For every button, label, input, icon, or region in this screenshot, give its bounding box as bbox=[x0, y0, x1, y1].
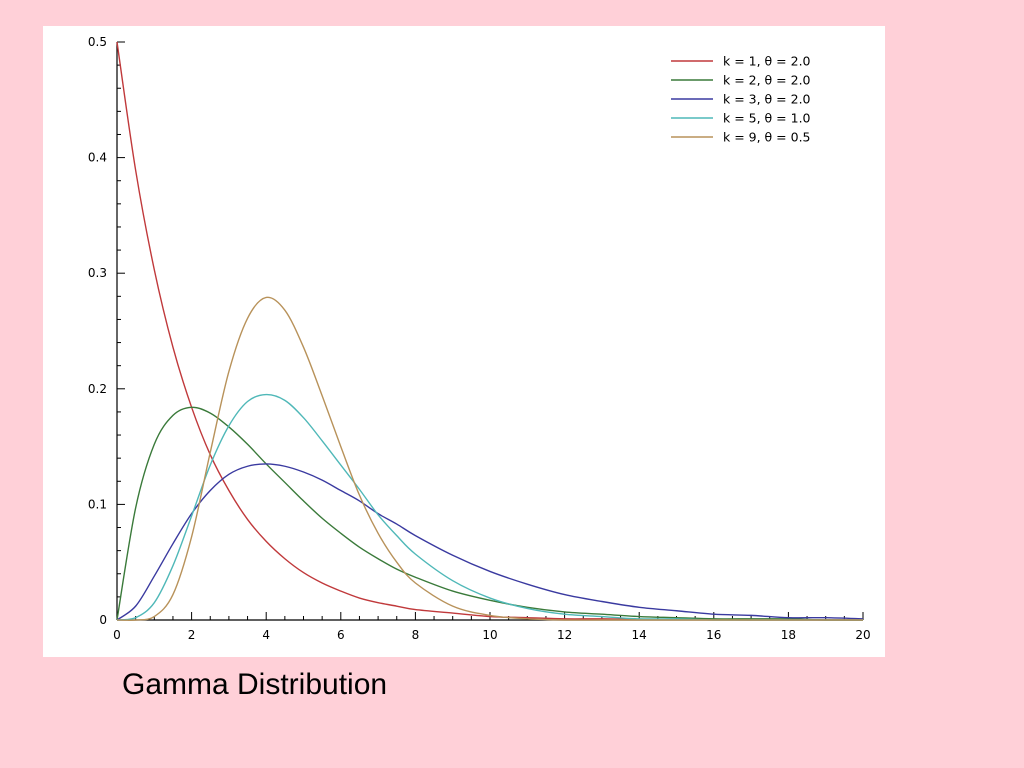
legend-label: k = 1, θ = 2.0 bbox=[723, 54, 811, 69]
x-tick-label: 6 bbox=[337, 628, 345, 642]
y-tick-label: 0.3 bbox=[88, 266, 107, 280]
x-tick-label: 8 bbox=[412, 628, 420, 642]
legend-label: k = 2, θ = 2.0 bbox=[723, 73, 811, 88]
slide-caption: Gamma Distribution bbox=[122, 668, 388, 701]
legend-label: k = 3, θ = 2.0 bbox=[723, 92, 811, 107]
x-tick-label: 0 bbox=[113, 628, 121, 642]
y-tick-label: 0.4 bbox=[88, 151, 107, 165]
chart-panel: 0 2 4 6 8 10 12 14 16 18 20 0 0.1 0.2 0.3 0.4 0.5 k = 1,… bbox=[43, 26, 885, 657]
x-tick-label: 12 bbox=[557, 628, 572, 642]
series-layer bbox=[116, 41, 864, 621]
y-tick-label: 0.5 bbox=[88, 35, 107, 49]
x-tick-label: 16 bbox=[706, 628, 721, 642]
chart-axes: 0 2 4 6 8 10 12 14 16 18 20 0 0.1 0.2 0.3 0.4 0.5 bbox=[88, 35, 871, 642]
y-tick-label: 0.2 bbox=[88, 382, 107, 396]
chart-legend: k = 1, θ = 2.0 k = 2, θ = 2.0 k = 3, θ = 2… bbox=[671, 54, 811, 145]
legend-label: k = 5, θ = 1.0 bbox=[723, 111, 811, 126]
legend-label: k = 9, θ = 0.5 bbox=[723, 130, 811, 145]
y-tick-label: 0.1 bbox=[88, 497, 107, 511]
x-tick-label: 10 bbox=[482, 628, 497, 642]
series-line-5 bbox=[116, 296, 863, 621]
x-tick-label: 14 bbox=[632, 628, 647, 642]
x-tick-label: 2 bbox=[188, 628, 196, 642]
series-line-3 bbox=[116, 463, 864, 621]
x-tick-label: 4 bbox=[262, 628, 270, 642]
gamma-distribution-chart: 0 2 4 6 8 10 12 14 16 18 20 0 0.1 0.2 0.3 0.4 0.5 k = 1,… bbox=[88, 35, 871, 642]
series-line-4 bbox=[116, 393, 863, 621]
y-tick-label: 0 bbox=[99, 613, 107, 627]
x-tick-label: 18 bbox=[781, 628, 796, 642]
series-line-2 bbox=[116, 406, 864, 621]
x-tick-label: 20 bbox=[855, 628, 870, 642]
